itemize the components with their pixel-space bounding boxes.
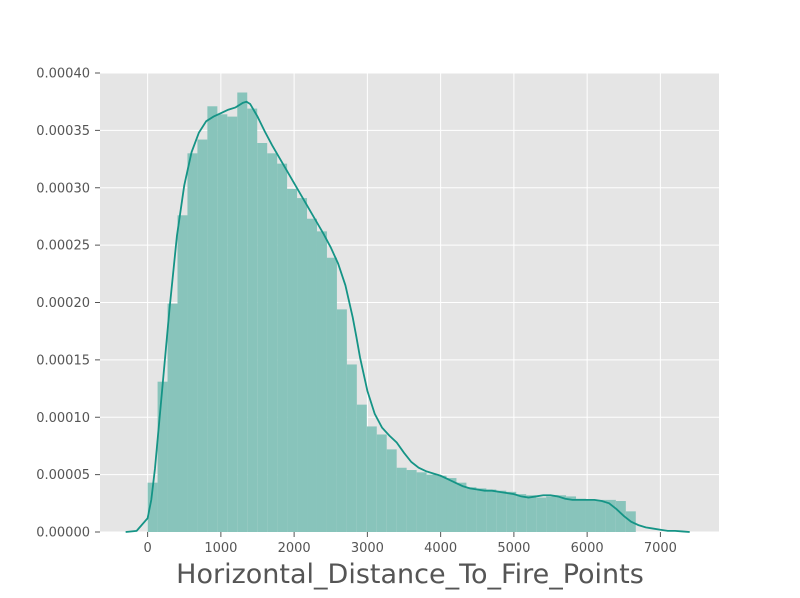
- y-tick-label-0: 0.00000: [36, 526, 90, 541]
- histogram-bar-44: [585, 499, 596, 532]
- kde-curve: [125, 100, 690, 533]
- histogram-bar-20: [346, 364, 357, 532]
- y-tick-label-5: 0.00025: [36, 239, 90, 254]
- histogram-bar-17: [316, 231, 327, 533]
- histogram-bar-33: [476, 488, 487, 532]
- x-tick-label-2: 2000: [278, 541, 311, 556]
- histogram-bar-25: [396, 467, 407, 532]
- y-axis-ticks: 0.00000 0.00005 0.00010 0.00015 0.00020 0.000…: [36, 67, 100, 541]
- y-tick-label-1: 0.00005: [36, 468, 90, 483]
- histogram-bar-41: [556, 495, 567, 532]
- histogram-bar-40: [546, 496, 557, 532]
- histogram-bar-32: [466, 487, 477, 532]
- histogram-bar-1: [157, 381, 168, 532]
- histogram-bars: [147, 92, 636, 533]
- histogram-bar-13: [277, 163, 288, 532]
- x-tick-label-5: 5000: [497, 541, 530, 556]
- histogram-bar-39: [536, 497, 547, 532]
- histogram-bar-19: [336, 309, 347, 532]
- histogram-bar-34: [486, 489, 497, 532]
- histogram-bar-2: [167, 303, 178, 532]
- x-tick-label-6: 6000: [571, 541, 604, 556]
- histogram-bar-26: [406, 470, 417, 532]
- y-tick-label-3: 0.00015: [36, 353, 90, 368]
- x-axis-title: Horizontal_Distance_To_Fire_Points: [176, 559, 644, 590]
- histogram-bar-6: [207, 106, 218, 532]
- histogram-bar-47: [615, 501, 626, 532]
- histogram-bar-37: [516, 494, 527, 532]
- x-tick-label-1: 1000: [204, 541, 237, 556]
- histogram-bar-8: [227, 116, 238, 532]
- y-tick-label-2: 0.00010: [36, 411, 90, 426]
- histogram-bar-31: [456, 482, 467, 532]
- histogram-bar-15: [297, 198, 308, 532]
- y-tick-label-6: 0.00030: [36, 181, 90, 196]
- histogram-bar-29: [436, 475, 447, 532]
- histogram-bar-0: [147, 482, 158, 532]
- histogram-bar-14: [287, 188, 298, 532]
- histogram-bar-4: [187, 153, 198, 532]
- x-tick-label-0: 0: [143, 541, 151, 556]
- x-tick-label-3: 3000: [351, 541, 384, 556]
- histogram-bar-42: [566, 496, 577, 532]
- histogram-bar-24: [386, 449, 397, 532]
- x-tick-label-7: 7000: [644, 541, 677, 556]
- histogram-bar-5: [197, 139, 208, 532]
- histogram-bar-21: [356, 404, 367, 532]
- histogram-bar-18: [326, 257, 337, 532]
- histogram-bar-27: [416, 472, 427, 532]
- y-tick-label-8: 0.00040: [36, 67, 90, 82]
- histogram-bar-12: [267, 153, 278, 532]
- y-tick-label-4: 0.00020: [36, 296, 90, 311]
- histogram-bar-22: [366, 426, 377, 532]
- histogram-bar-7: [217, 114, 228, 532]
- histogram-bar-46: [605, 499, 616, 532]
- histogram-bar-45: [595, 499, 606, 532]
- histogram-bar-28: [426, 474, 437, 532]
- x-tick-label-4: 4000: [424, 541, 457, 556]
- histogram-bar-9: [237, 92, 248, 532]
- histogram-bar-36: [506, 491, 517, 532]
- y-tick-label-7: 0.00035: [36, 124, 90, 139]
- histogram-bar-30: [446, 478, 457, 532]
- histogram-bar-43: [576, 498, 586, 532]
- x-axis-ticks: 0 1000 2000 3000 4000 5000 6000 7000: [143, 532, 677, 556]
- histogram-bar-10: [247, 108, 258, 532]
- histogram-bar-11: [257, 142, 268, 532]
- histogram-bar-35: [496, 490, 507, 532]
- histogram-bar-23: [376, 434, 387, 532]
- histogram-bar-3: [177, 215, 188, 533]
- histogram-bar-16: [307, 218, 317, 533]
- histogram-bar-38: [526, 495, 537, 532]
